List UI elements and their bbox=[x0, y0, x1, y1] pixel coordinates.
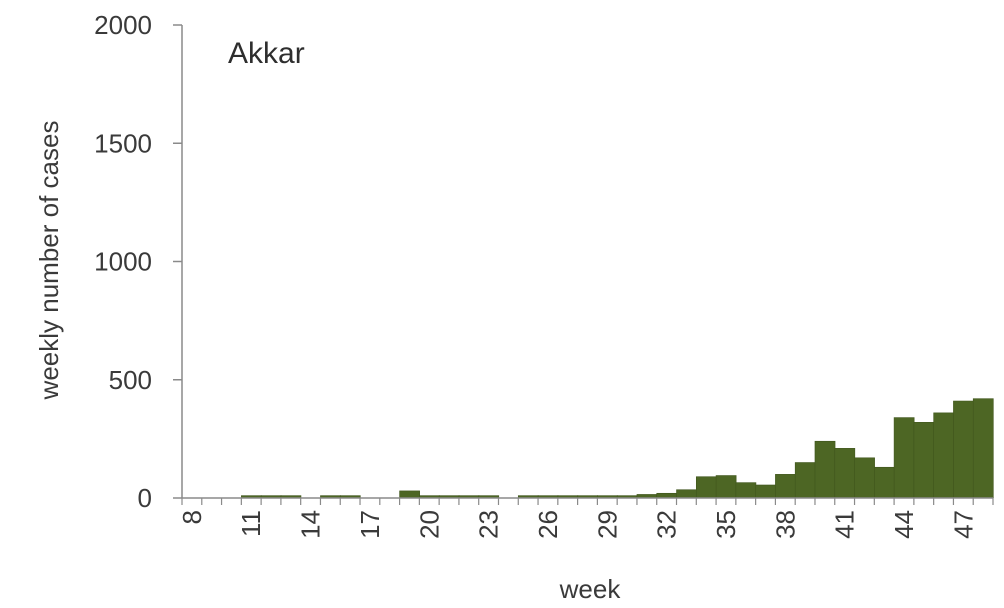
x-tick-label: 47 bbox=[948, 510, 978, 539]
bar bbox=[775, 474, 796, 499]
bar bbox=[755, 484, 777, 499]
bar bbox=[735, 482, 757, 499]
bar bbox=[399, 490, 420, 499]
bar bbox=[893, 417, 915, 499]
chart-title: Akkar bbox=[228, 37, 305, 70]
bars bbox=[241, 398, 994, 499]
bar bbox=[972, 398, 994, 499]
x-tick-label: 8 bbox=[177, 510, 207, 524]
x-tick-label: 35 bbox=[711, 510, 741, 539]
x-tick-label: 17 bbox=[355, 510, 385, 539]
y-tick-label: 1000 bbox=[94, 247, 152, 277]
y-tick-label: 1500 bbox=[94, 128, 152, 158]
x-tick-label: 32 bbox=[652, 510, 682, 539]
y-tick-label: 500 bbox=[109, 365, 152, 395]
bar bbox=[953, 400, 974, 499]
bar bbox=[676, 489, 697, 499]
x-tick-label: 29 bbox=[592, 510, 622, 539]
y-axis-label: weekly number of cases bbox=[34, 121, 64, 401]
bar bbox=[874, 466, 895, 499]
x-tick-label: 23 bbox=[474, 510, 504, 539]
y-axis bbox=[173, 24, 183, 499]
y-tick-labels: 0 500 1000 1500 2000 bbox=[94, 10, 152, 513]
y-tick-label: 0 bbox=[138, 483, 152, 513]
bar bbox=[854, 457, 875, 499]
x-axis bbox=[181, 497, 994, 505]
bar bbox=[913, 422, 935, 499]
x-tick-label: 38 bbox=[770, 510, 800, 539]
x-tick-label: 11 bbox=[236, 510, 266, 537]
x-tick-label: 44 bbox=[889, 510, 919, 539]
bar bbox=[933, 412, 955, 499]
x-tick-label: 20 bbox=[414, 510, 444, 539]
bar bbox=[814, 440, 836, 499]
x-tick-label: 14 bbox=[296, 510, 326, 539]
bar bbox=[715, 475, 737, 499]
x-tick-label: 41 bbox=[830, 510, 860, 539]
bar bbox=[834, 448, 856, 499]
x-tick-label: 26 bbox=[533, 510, 563, 539]
x-axis-label: week bbox=[559, 574, 622, 604]
bar bbox=[794, 462, 816, 499]
x-tick-labels: 8 11 14 17 20 23 26 29 32 35 38 41 44 47 bbox=[177, 510, 978, 539]
y-tick-label: 2000 bbox=[94, 10, 152, 40]
bar bbox=[695, 476, 717, 499]
